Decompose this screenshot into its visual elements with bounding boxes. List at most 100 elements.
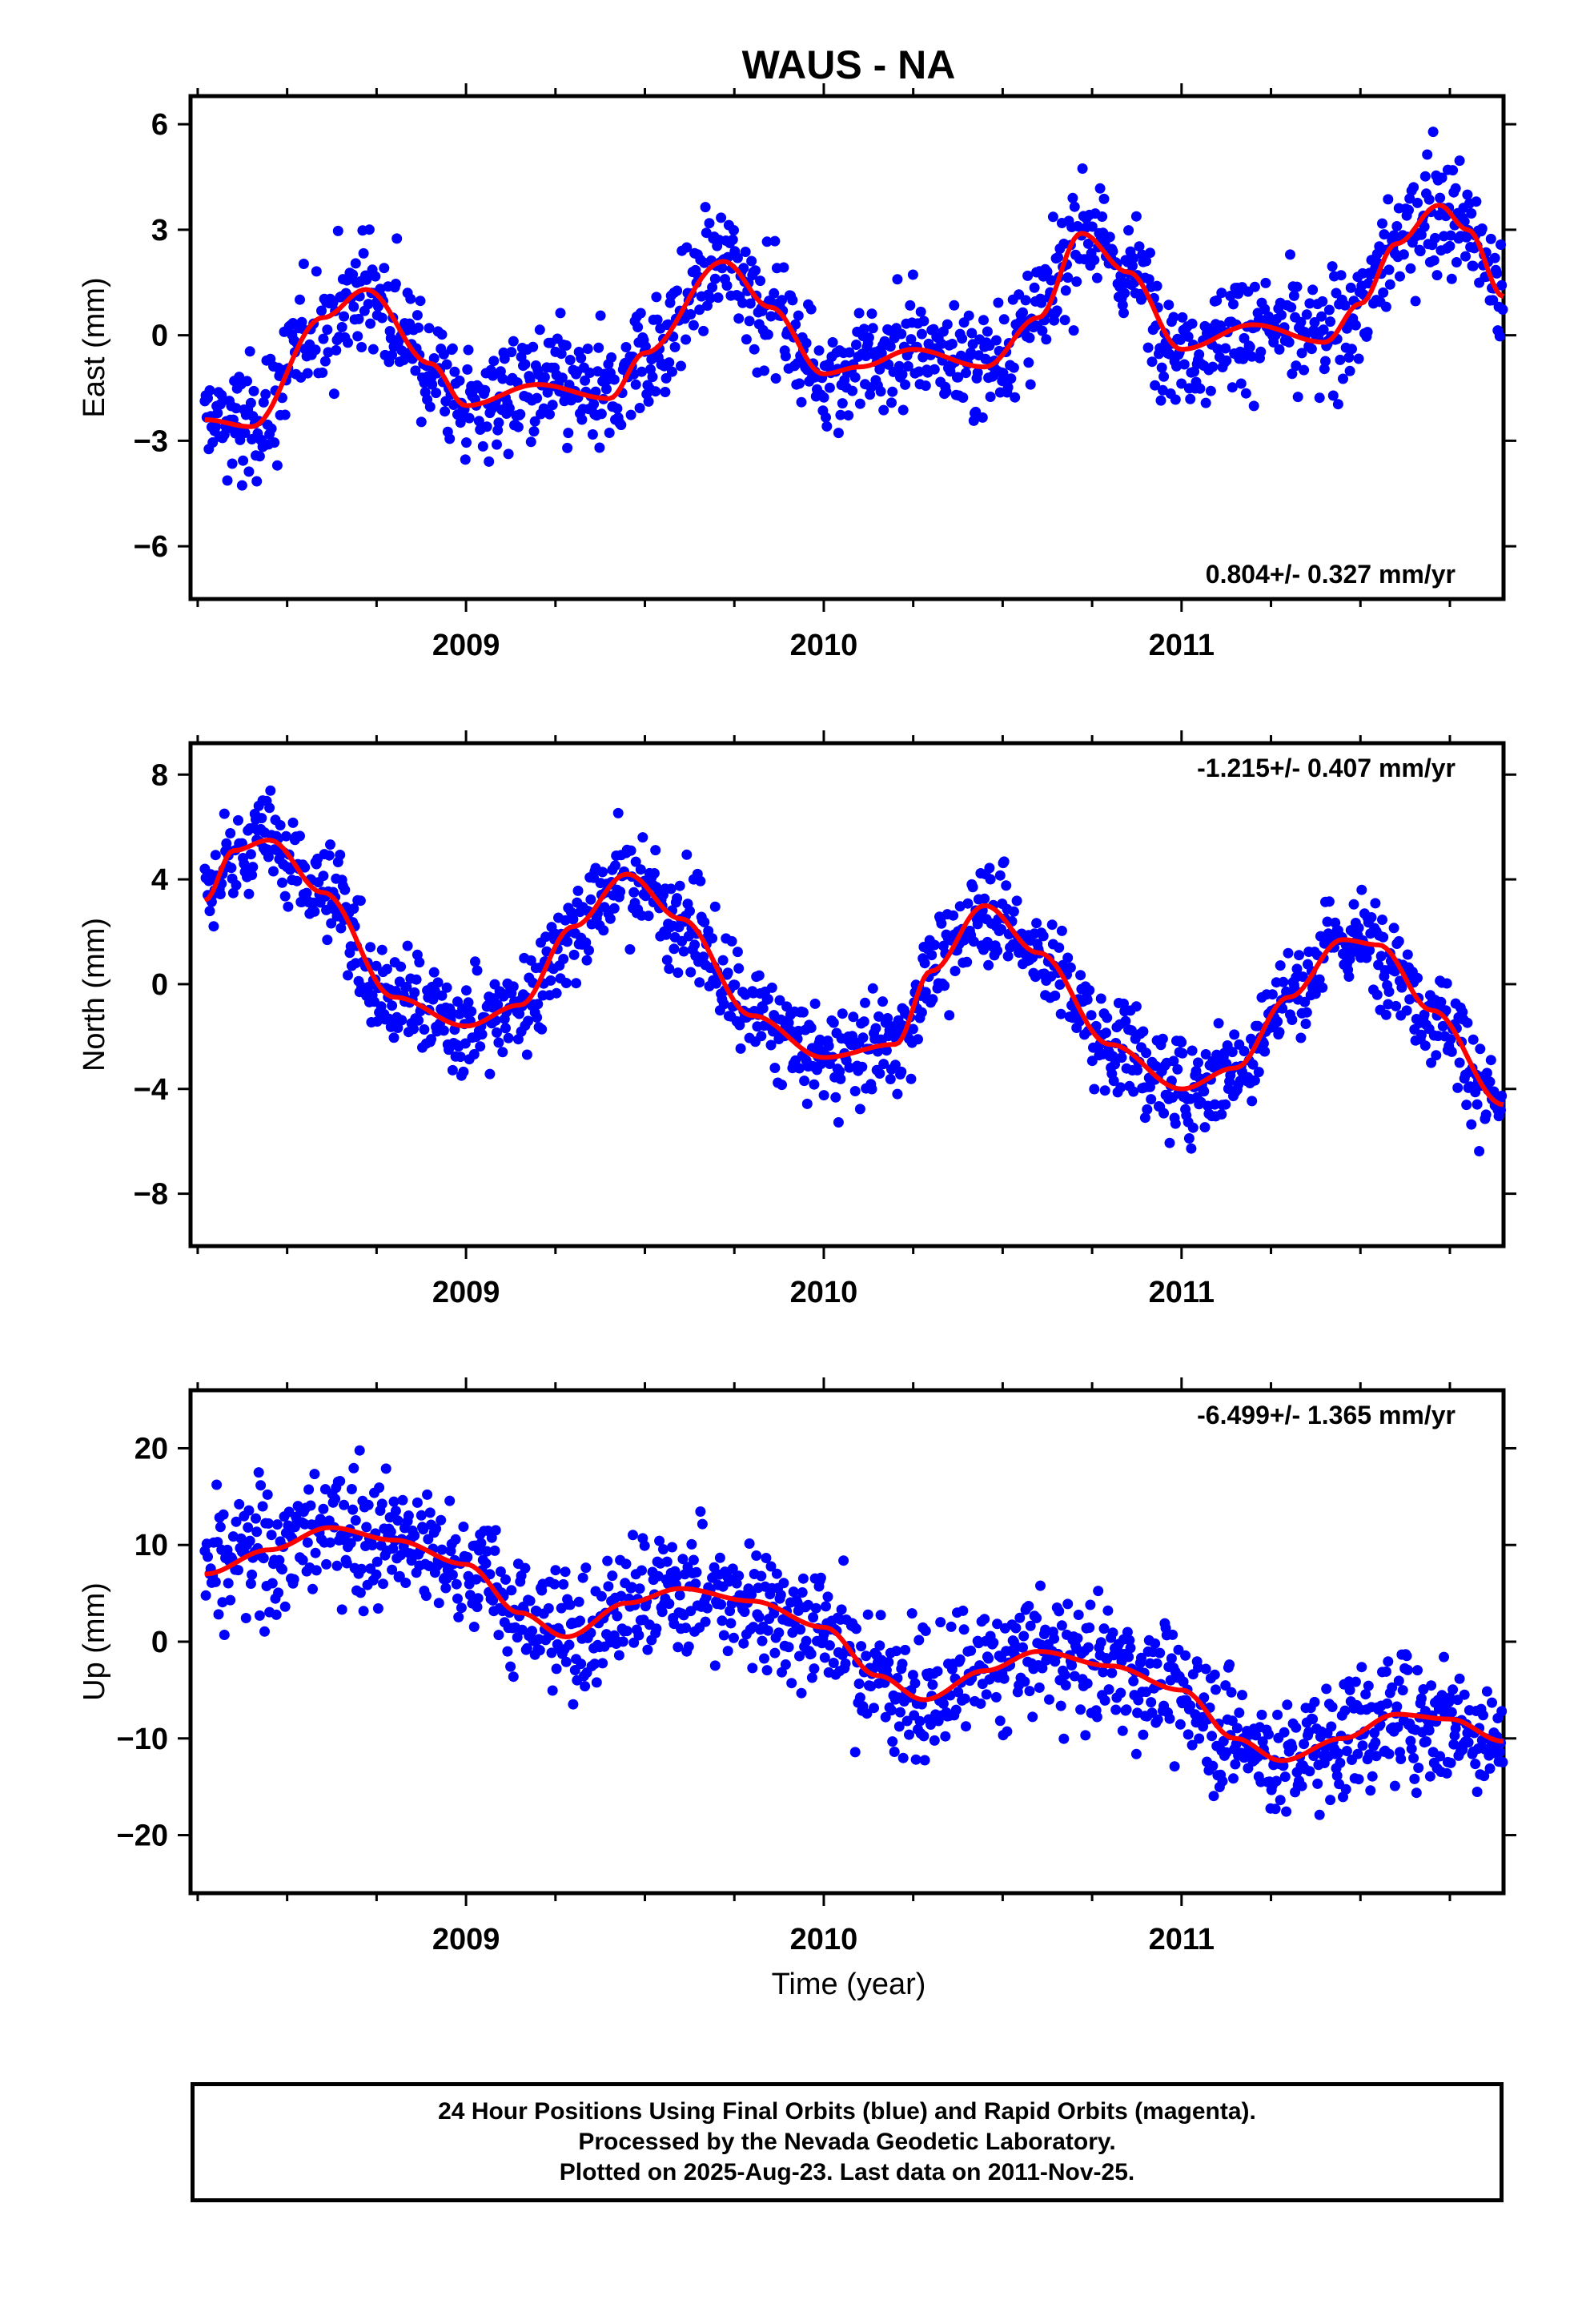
data-point: [610, 860, 620, 871]
data-point: [958, 392, 969, 403]
data-point: [208, 921, 219, 932]
data-point: [257, 1501, 268, 1512]
data-point: [1211, 1684, 1221, 1695]
data-point: [283, 901, 294, 912]
data-point: [1010, 392, 1021, 403]
data-point: [636, 1565, 647, 1576]
data-point: [685, 309, 697, 320]
data-point: [735, 1043, 746, 1054]
data-point: [1484, 1076, 1496, 1088]
data-point: [1023, 357, 1034, 368]
data-point: [461, 985, 472, 996]
data-point: [1106, 1667, 1118, 1679]
data-point: [374, 1482, 385, 1494]
data-point: [560, 340, 572, 351]
data-point: [1283, 336, 1295, 348]
data-point: [271, 1609, 282, 1620]
data-point: [935, 1617, 946, 1628]
data-point: [1069, 201, 1080, 212]
data-point: [716, 212, 727, 223]
data-point: [1037, 1663, 1048, 1674]
data-point: [915, 306, 926, 317]
data-point: [1146, 1094, 1157, 1105]
data-point: [1428, 255, 1439, 266]
x-tick-label: 2010: [790, 1276, 858, 1309]
data-point: [1058, 1733, 1070, 1744]
data-point: [961, 1721, 971, 1732]
plot-frame: [188, 94, 1506, 601]
data-point: [1314, 974, 1325, 985]
data-point: [303, 1484, 315, 1495]
data-point: [1309, 317, 1320, 328]
data-point: [650, 845, 661, 856]
data-point: [520, 1562, 531, 1574]
data-point: [948, 910, 959, 921]
data-point: [450, 1534, 461, 1545]
data-point: [875, 386, 886, 397]
data-point: [771, 1568, 782, 1579]
data-point: [319, 356, 331, 367]
data-point: [273, 1587, 284, 1598]
data-point: [463, 344, 474, 356]
data-point: [926, 950, 938, 961]
data-point: [480, 384, 491, 396]
data-point: [1479, 1771, 1490, 1782]
data-point: [835, 409, 846, 420]
data-point: [447, 1570, 458, 1580]
data-point: [1322, 916, 1333, 927]
data-point: [946, 339, 958, 349]
data-point: [1221, 355, 1232, 366]
data-point: [1485, 233, 1496, 244]
data-point: [264, 802, 275, 814]
data-point: [847, 1031, 858, 1042]
data-point: [424, 323, 435, 334]
data-point: [835, 1073, 846, 1084]
data-point: [1460, 251, 1471, 262]
data-point: [1247, 1059, 1259, 1070]
data-point: [471, 1574, 482, 1585]
data-point: [661, 955, 673, 966]
data-point: [441, 359, 452, 370]
data-point: [664, 1598, 675, 1610]
data-point: [508, 336, 519, 347]
data-point: [1307, 284, 1319, 296]
data-point: [1151, 1658, 1162, 1669]
data-point: [805, 1648, 817, 1659]
data-point: [840, 1658, 851, 1669]
data-point: [424, 1507, 436, 1518]
data-point: [481, 1546, 492, 1557]
data-point: [867, 323, 878, 334]
data-point: [1332, 1747, 1343, 1759]
data-point: [1405, 1735, 1416, 1747]
data-point: [460, 454, 471, 465]
data-point: [302, 1537, 313, 1548]
data-point: [523, 1015, 534, 1027]
data-point: [1441, 1767, 1452, 1779]
data-point: [759, 1653, 769, 1664]
data-point: [1220, 1099, 1231, 1110]
data-point: [733, 963, 745, 974]
data-point: [1002, 951, 1014, 962]
data-point: [1215, 320, 1227, 332]
data-point: [331, 344, 342, 356]
data-point: [1062, 952, 1074, 963]
data-point: [1077, 163, 1088, 174]
data-point: [907, 269, 918, 280]
data-point: [1287, 1742, 1298, 1753]
data-point: [950, 1704, 962, 1715]
data-point: [1481, 1068, 1492, 1079]
data-point: [996, 923, 1006, 935]
data-point: [837, 398, 848, 409]
data-point: [1006, 373, 1017, 384]
rate-label: -6.499+/- 1.365 mm/yr: [1197, 1401, 1456, 1429]
data-point: [1427, 127, 1439, 138]
data-point: [1115, 1082, 1126, 1093]
data-point: [1101, 1027, 1111, 1039]
data-point: [1402, 1664, 1413, 1675]
data-point: [608, 374, 620, 385]
data-point: [741, 334, 752, 345]
x-tick-label: 2010: [790, 629, 858, 662]
data-point: [396, 961, 407, 972]
data-point: [717, 955, 729, 966]
data-point: [564, 355, 576, 365]
